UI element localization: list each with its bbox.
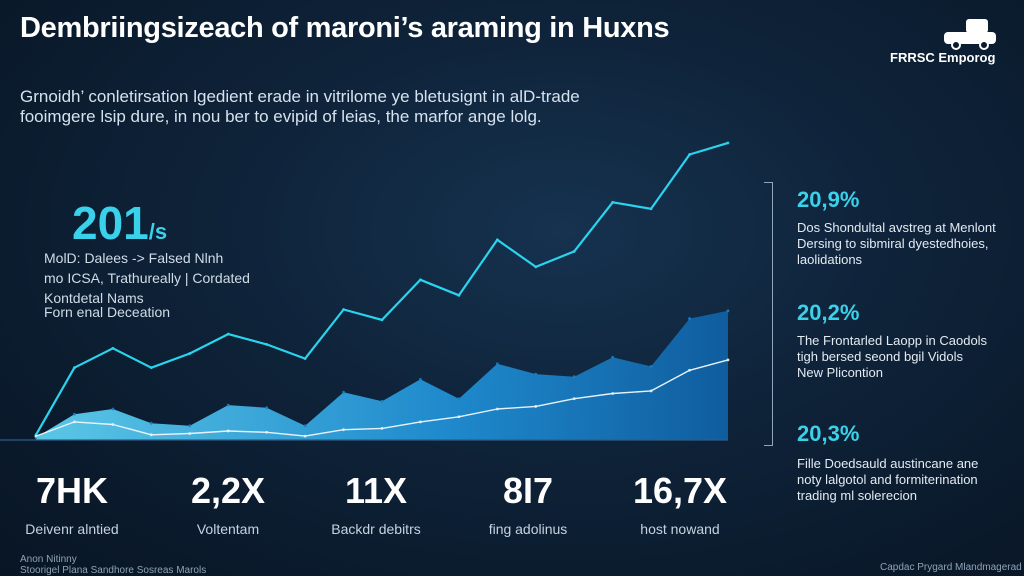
right-stat-text: Dos Shondultal avstreg at Menlont Dersin… (797, 220, 997, 268)
bottom-stat-label: fing adolinus (488, 521, 568, 537)
highlight-note-line: Kontdetal Nams (44, 290, 144, 306)
data-point (611, 355, 615, 359)
data-point (649, 207, 653, 211)
bottom-stat-label: Voltentam (196, 521, 260, 537)
subtitle-line-1: Grnoidh’ conletirsation lgedient erade i… (20, 87, 580, 106)
data-point (495, 238, 499, 242)
right-stat-value: 20,2% (797, 300, 860, 325)
right-stat-line: Fille Doedsauld austincane ane (797, 456, 979, 471)
data-point (342, 308, 345, 311)
highlight-suffix: /s (148, 219, 168, 244)
data-point (380, 426, 384, 430)
highlight-note-line: mo ICSA, Trathureally | Cordated (44, 270, 250, 286)
data-point (111, 407, 115, 411)
bottom-stat-value: 7HK (35, 470, 109, 511)
data-point (688, 368, 691, 372)
data-point (342, 428, 345, 432)
right-stat-line: The Frontarled Laopp in Caodols (797, 333, 988, 348)
right-stat-line: Dos Shondultal avstreg at Menlont (797, 220, 996, 235)
bottom-stat-value: 2,2X (190, 470, 266, 511)
data-point (495, 407, 499, 411)
data-point (188, 432, 192, 435)
right-stat-text: Fille Doedsauld austincane ane noty lalg… (797, 456, 997, 504)
data-point (688, 317, 691, 320)
footer-credit: Capdac Prygard Mlandmagerad (880, 562, 1022, 573)
data-point (111, 346, 115, 350)
footer-source-line: Stoorigel Plana Sandhore Sosreas Marols (20, 565, 207, 576)
bottom-stat-value: 8I7 (502, 470, 554, 511)
data-point (572, 375, 576, 379)
bottom-stat-value: 16,7X (632, 470, 728, 511)
data-point (649, 364, 653, 368)
data-point (688, 153, 691, 156)
data-point (73, 366, 76, 370)
data-point (534, 405, 538, 408)
footer-source-line: Anon Nitinny (20, 554, 77, 565)
data-point (649, 389, 653, 393)
data-point (419, 377, 422, 381)
right-stat-text: The Frontarled Laopp in Caodols tigh ber… (797, 333, 997, 381)
stats-bracket (764, 182, 773, 446)
data-point (303, 434, 307, 438)
subtitle-line-2: fooimgere lsip dure, in nou ber to evipi… (20, 107, 542, 126)
brand-name: FRRSC Emporog (890, 50, 996, 65)
data-point (419, 420, 422, 424)
data-point (73, 420, 76, 424)
data-point (149, 433, 153, 437)
data-point (265, 430, 269, 434)
bottom-stat-label: host nowand (640, 521, 720, 537)
data-point (572, 250, 576, 253)
data-point (495, 362, 499, 366)
data-point (534, 372, 538, 376)
data-point (457, 293, 461, 297)
data-point (380, 399, 384, 403)
data-point (226, 332, 230, 336)
data-point (34, 434, 38, 438)
right-stat-value: 20,9% (797, 187, 860, 212)
right-stat-line: laolidations (797, 252, 863, 267)
data-point (457, 415, 461, 419)
right-stat-line: noty lalgotol and formiterination (797, 472, 978, 487)
right-stat-line: tigh bersed seond bgil Vidols (797, 349, 963, 364)
bottom-stat-value: 11X (344, 470, 408, 511)
data-point (457, 397, 461, 401)
highlight-note-line: Forn enal Deceation (44, 304, 171, 320)
highlight-value: 201 (72, 197, 149, 249)
series-area (36, 310, 728, 440)
data-point (111, 423, 115, 426)
right-stat-line: New Plicontion (797, 365, 883, 380)
data-point (265, 406, 269, 410)
data-point (303, 357, 307, 361)
bottom-stat-label: Backdr debitrs (331, 521, 421, 537)
data-point (611, 200, 615, 204)
right-stat-line: Dersing to sibmiral dyestedhoies, (797, 236, 989, 251)
data-point (265, 343, 269, 346)
data-point (419, 278, 422, 282)
data-point (188, 352, 192, 355)
data-point (149, 421, 153, 425)
data-point (188, 424, 192, 428)
right-stat-line: trading ml solerecion (797, 488, 917, 503)
highlight-note-line: MolD: Dalees -> Falsed Nlnh (44, 250, 224, 266)
bottom-stat-label: Deivenr alntied (25, 521, 119, 537)
data-point (73, 412, 76, 416)
data-point (572, 397, 576, 401)
data-point (342, 390, 345, 394)
data-point (726, 358, 730, 362)
truck-logo-icon (944, 19, 996, 50)
data-point (380, 318, 384, 322)
data-point (534, 265, 538, 269)
data-point (149, 366, 153, 370)
data-point (226, 429, 230, 433)
data-point (303, 424, 307, 428)
right-stat-value: 20,3% (797, 421, 860, 446)
growth-area-chart (0, 141, 730, 441)
data-point (726, 141, 730, 145)
page-title: Dembriingsizeach of maroni’s araming in … (20, 12, 670, 44)
data-point (726, 309, 730, 313)
data-point (226, 403, 230, 407)
data-point (611, 392, 615, 395)
highlight-stat: 201/s (72, 196, 167, 250)
